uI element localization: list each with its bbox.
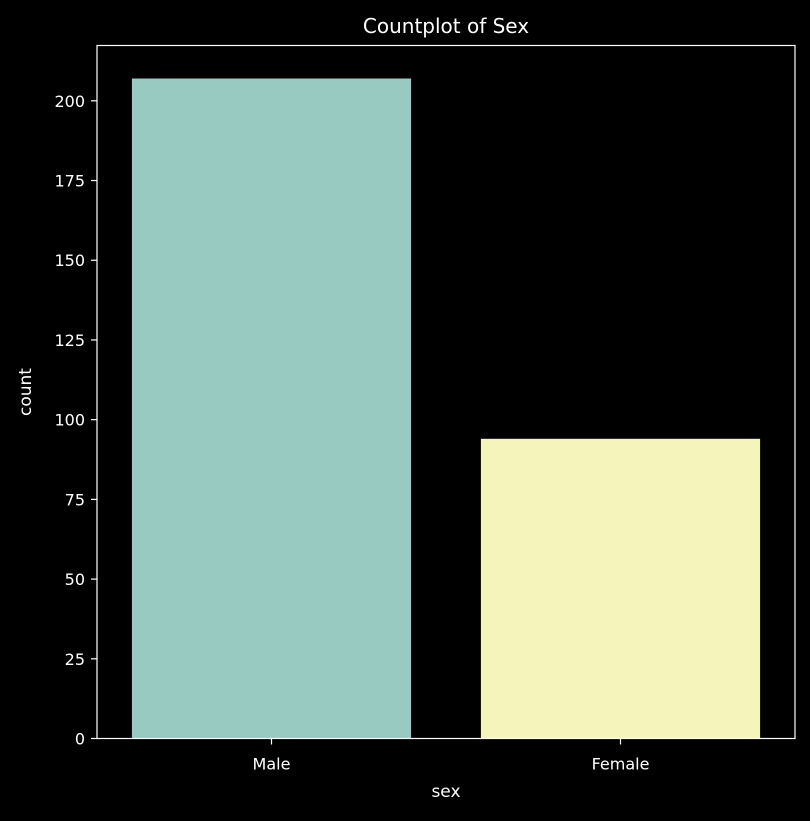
y-axis: 0 25 50 75 100 125 150 175 200 — [54, 92, 97, 749]
axes-frame — [96, 44, 796, 740]
y-tick-label: 0 — [75, 730, 85, 749]
y-tick-label: 150 — [54, 251, 85, 270]
y-tick-label: 175 — [54, 172, 85, 191]
y-tick-label: 25 — [65, 650, 85, 669]
bar-male — [131, 78, 412, 739]
x-axis-label: sex — [431, 782, 460, 802]
chart-title: Countplot of Sex — [363, 14, 529, 38]
y-tick-label: 100 — [54, 411, 85, 430]
y-tick-label: 75 — [65, 490, 85, 509]
y-tick-label: 200 — [54, 92, 85, 111]
x-axis: Male Female — [253, 738, 650, 774]
x-tick-label: Female — [592, 755, 650, 774]
bars-group — [131, 78, 761, 739]
y-tick-label: 50 — [65, 570, 85, 589]
x-tick-label: Male — [253, 755, 291, 774]
y-tick-label: 125 — [54, 331, 85, 350]
y-axis-label: count — [16, 368, 36, 416]
bar-female — [480, 438, 761, 739]
